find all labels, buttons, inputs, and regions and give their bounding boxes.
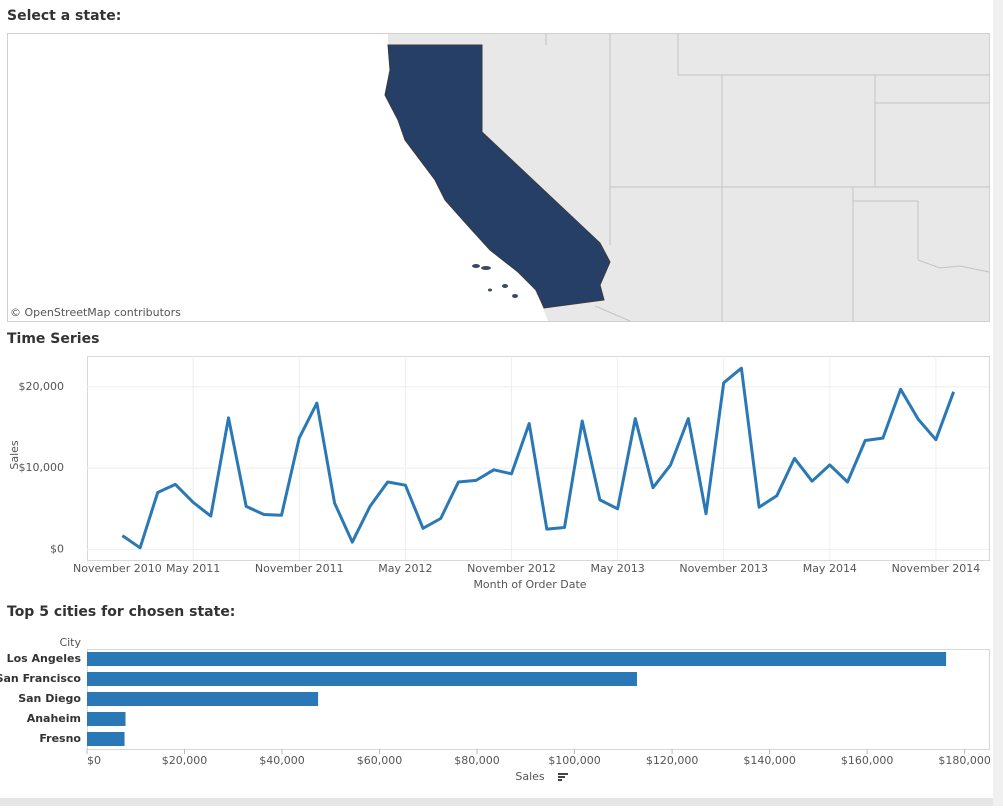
bar	[87, 692, 319, 706]
map[interactable]: © OpenStreetMap contributors	[7, 33, 990, 322]
x-tick-label: $160,000	[841, 754, 894, 767]
y-axis-label: Sales	[8, 440, 21, 470]
state-borders	[545, 34, 990, 322]
map-title: Select a state:	[7, 8, 121, 24]
bar	[87, 672, 637, 686]
category-label: Fresno	[39, 732, 81, 745]
x-tick-label: November 2013	[679, 562, 768, 575]
x-tick-label: May 2011	[166, 562, 220, 575]
bar	[87, 712, 126, 726]
line	[121, 366, 956, 550]
map-attribution: © OpenStreetMap contributors	[10, 306, 181, 319]
chart-title: Time Series	[7, 331, 99, 347]
x-tick-label: November 2014	[892, 562, 981, 575]
y-axis-label: City	[59, 636, 81, 649]
plot-frame	[87, 356, 990, 561]
sort-icon	[558, 776, 565, 778]
y-tick-label: $20,000	[19, 380, 65, 393]
x-tick-label: $100,000	[548, 754, 601, 767]
y-tick-label: $10,000	[19, 461, 65, 474]
x-tick-label: $80,000	[454, 754, 500, 767]
category-label: San Francisco	[0, 672, 81, 685]
x-tick-label: May 2012	[378, 562, 432, 575]
bottom-strip	[0, 798, 1003, 806]
sort-icon	[558, 779, 562, 781]
x-tick-label: November 2010	[73, 562, 162, 575]
x-axis-label: Sales	[515, 770, 545, 783]
category-label: Anaheim	[27, 712, 81, 725]
bar	[87, 652, 947, 666]
x-tick-label: May 2014	[803, 562, 857, 575]
x-tick-label: $60,000	[357, 754, 403, 767]
x-tick-label: $40,000	[259, 754, 305, 767]
x-tick-label: $180,000	[938, 754, 991, 767]
x-tick-label: November 2011	[255, 562, 344, 575]
x-tick-label: November 2012	[467, 562, 556, 575]
california[interactable]	[384, 44, 611, 309]
sort-icon	[558, 773, 568, 775]
right-strip	[993, 0, 1003, 806]
x-tick-label: $0	[87, 754, 101, 767]
x-tick-label: May 2013	[590, 562, 644, 575]
x-tick-label: $120,000	[646, 754, 699, 767]
category-label: Los Angeles	[7, 652, 82, 665]
category-label: San Diego	[18, 692, 81, 705]
x-tick-label: $140,000	[743, 754, 796, 767]
x-tick-label: $20,000	[162, 754, 208, 767]
x-axis-label: Month of Order Date	[473, 578, 586, 591]
islands	[472, 264, 518, 298]
chart-title: Top 5 cities for chosen state:	[7, 604, 235, 620]
bar	[87, 732, 125, 746]
y-tick-label: $0	[50, 542, 64, 555]
